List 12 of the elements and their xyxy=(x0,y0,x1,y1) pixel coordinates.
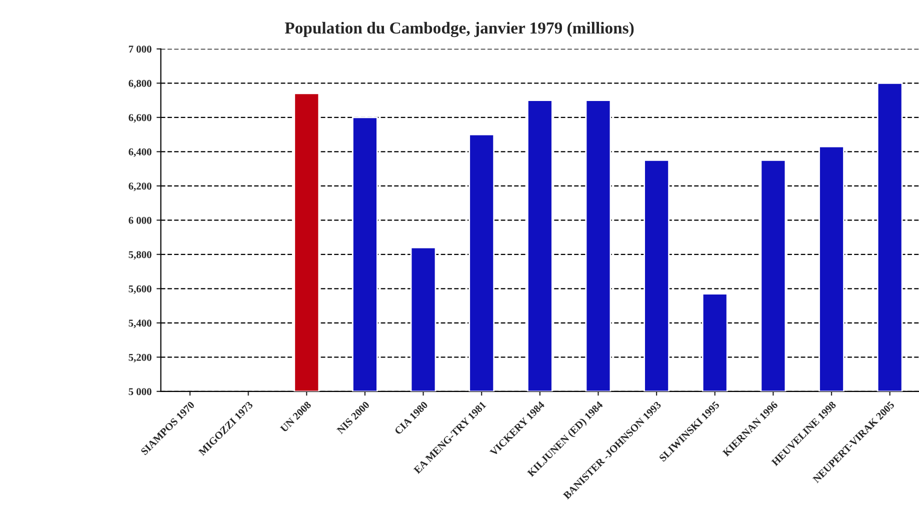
y-tick-label: 6,200 xyxy=(128,182,152,192)
y-tick-label: 5,400 xyxy=(128,320,152,328)
y-tick-label: 5,200 xyxy=(128,354,152,362)
y-tick-label: 6,600 xyxy=(128,114,152,123)
y-tick-label: 5,800 xyxy=(128,251,152,260)
y-tick-label: 6,800 xyxy=(128,80,152,88)
y-tick-label: 7 000 xyxy=(128,46,152,53)
chart-title: Population du Cambodge, janvier 1979 (millions) xyxy=(284,22,634,38)
y-tick-label: 5 000 xyxy=(128,388,152,396)
y-tick-label: 6,400 xyxy=(128,148,152,157)
y-tick-label: 5,600 xyxy=(128,285,152,294)
y-tick-label: 6 000 xyxy=(128,216,152,224)
